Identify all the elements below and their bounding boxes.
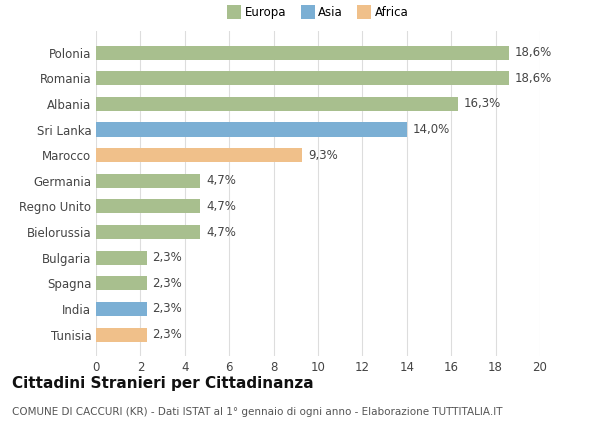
Bar: [96, 327, 147, 341]
Bar: [96, 122, 407, 136]
Bar: [96, 71, 509, 85]
Text: 2,3%: 2,3%: [152, 302, 182, 315]
Bar: [96, 225, 200, 239]
Legend: Europa, Asia, Africa: Europa, Asia, Africa: [225, 4, 411, 22]
Text: 14,0%: 14,0%: [412, 123, 449, 136]
Text: 2,3%: 2,3%: [152, 328, 182, 341]
Text: 18,6%: 18,6%: [514, 72, 552, 85]
Bar: [96, 148, 302, 162]
Bar: [96, 199, 200, 213]
Bar: [96, 46, 509, 60]
Bar: [96, 302, 147, 316]
Text: COMUNE DI CACCURI (KR) - Dati ISTAT al 1° gennaio di ogni anno - Elaborazione TU: COMUNE DI CACCURI (KR) - Dati ISTAT al 1…: [12, 407, 503, 417]
Text: 4,7%: 4,7%: [206, 200, 236, 213]
Bar: [96, 97, 458, 111]
Text: 2,3%: 2,3%: [152, 277, 182, 290]
Text: 4,7%: 4,7%: [206, 226, 236, 238]
Text: 2,3%: 2,3%: [152, 251, 182, 264]
Text: 18,6%: 18,6%: [514, 46, 552, 59]
Bar: [96, 251, 147, 265]
Text: Cittadini Stranieri per Cittadinanza: Cittadini Stranieri per Cittadinanza: [12, 376, 314, 391]
Text: 4,7%: 4,7%: [206, 174, 236, 187]
Text: 9,3%: 9,3%: [308, 149, 338, 161]
Bar: [96, 276, 147, 290]
Text: 16,3%: 16,3%: [463, 97, 500, 110]
Bar: [96, 174, 200, 188]
